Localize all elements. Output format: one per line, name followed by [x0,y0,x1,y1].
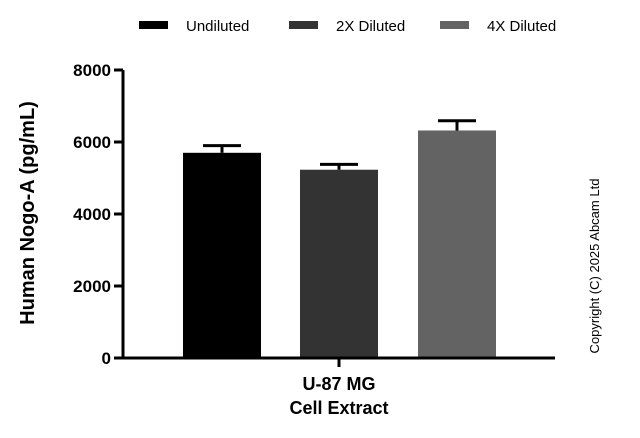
category-label-line-1: U-87 MG [302,374,375,394]
legend: Undiluted 2X Diluted 4X Diluted [139,18,556,35]
y-axis-title: Human Nogo-A (pg/mL) [17,101,39,325]
y-tick-label-2: 4000 [73,205,111,224]
y-tick-label-0: 0 [102,349,111,368]
legend-swatch-2 [440,21,469,29]
bar-1 [300,169,378,358]
y-tick-label-4: 8000 [73,61,111,80]
y-tick-label-1: 2000 [73,277,111,296]
y-tick-label-3: 6000 [73,133,111,152]
legend-swatch-0 [139,21,168,29]
bar-2 [418,130,496,358]
legend-swatch-1 [289,21,318,29]
bar-0 [183,152,261,358]
legend-label-0: Undiluted [186,18,249,35]
legend-label-1: 2X Diluted [336,18,405,35]
bars [183,119,496,358]
legend-label-2: 4X Diluted [487,18,556,35]
copyright-text: Copyright (C) 2025 Abcam Ltd [587,179,602,354]
x-axis [123,356,555,367]
y-axis: 0 2000 4000 6000 8000 [73,61,125,368]
category-label-line-2: Cell Extract [289,398,388,418]
